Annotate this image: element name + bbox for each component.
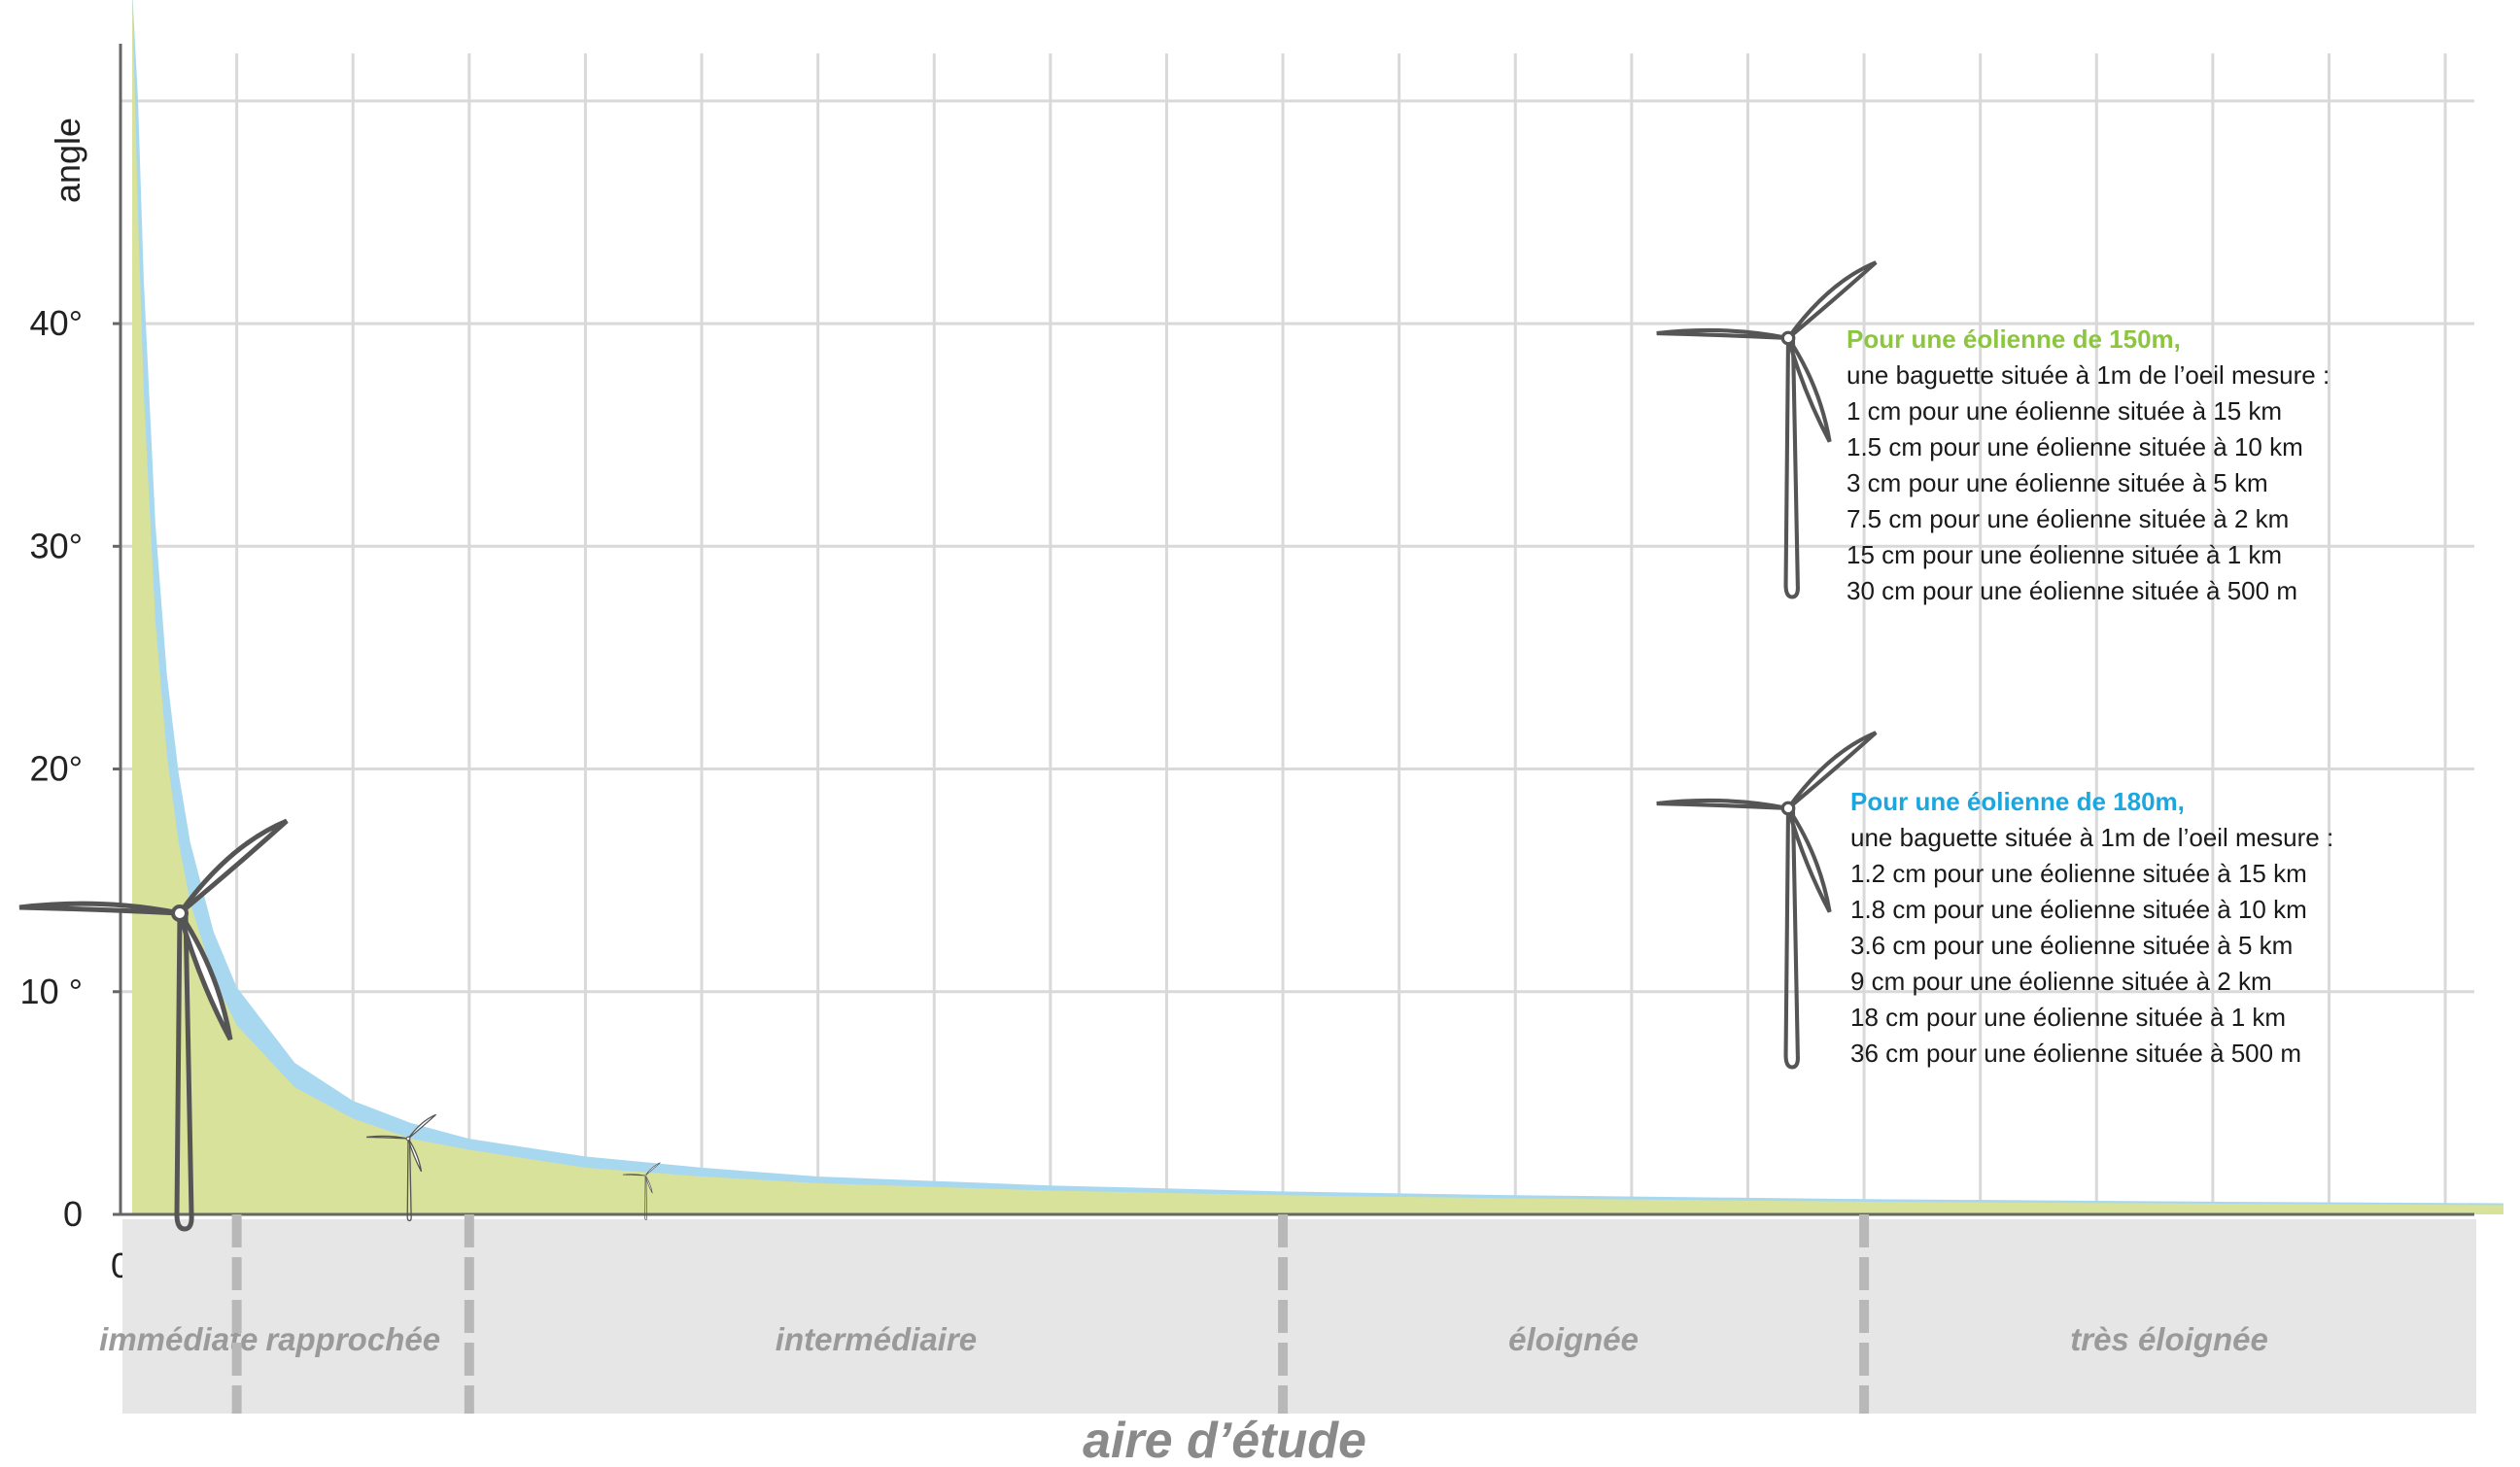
y-tick-label: 20°	[30, 749, 83, 789]
y-tick-label: 30°	[30, 526, 83, 565]
y-tick-label: 0	[63, 1194, 83, 1234]
series-area-150m	[131, 0, 2503, 1214]
areas	[131, 0, 2503, 1214]
annotation-line: 3.6 cm pour une éolienne située à 5 km	[1850, 931, 2293, 960]
annotation-line: une baguette située à 1m de l’oeil mesur…	[1850, 823, 2333, 852]
y-tick-label: 40°	[30, 303, 83, 343]
zones-title: aire d’étude	[1083, 1413, 1366, 1467]
zone-label: intermédiaire	[776, 1321, 977, 1357]
annotation-line: 1.8 cm pour une éolienne située à 10 km	[1850, 895, 2307, 924]
y-tick-labels: 0 10 ° 20° 30° 40°	[20, 303, 83, 1234]
grid	[121, 53, 2474, 1214]
annotation-line: 1 cm pour une éolienne située à 15 km	[1847, 396, 2282, 426]
annotation-line: 30 cm pour une éolienne située à 500 m	[1847, 576, 2297, 605]
zone-label: immédiate	[99, 1321, 258, 1357]
wind-turbine-icon	[1657, 733, 1877, 1067]
study-zones: immédiate rapprochée intermédiaire éloignée…	[99, 1214, 2476, 1414]
annotation-line: 1.2 cm pour une éolienne située à 15 km	[1850, 859, 2307, 888]
zone-label: éloignée	[1508, 1321, 1639, 1357]
annotation-line: 9 cm pour une éolienne située à 2 km	[1850, 967, 2272, 996]
annotation-180m: Pour une éolienne de 180m, une baguette …	[1850, 787, 2333, 1068]
annotation-line: 3 cm pour une éolienne située à 5 km	[1847, 468, 2268, 497]
annotation-title: Pour une éolienne de 150m,	[1847, 324, 2181, 354]
annotation-title: Pour une éolienne de 180m,	[1850, 787, 2185, 816]
annotation-line: 36 cm pour une éolienne située à 500 m	[1850, 1039, 2301, 1068]
zone-label: rapprochée	[265, 1321, 440, 1357]
series-area-180m	[131, 0, 2503, 1214]
annotation-line: 18 cm pour une éolienne située à 1 km	[1850, 1003, 2286, 1032]
y-tick-label: 10 °	[20, 972, 83, 1011]
axes	[113, 44, 2474, 1216]
annotation-line: 15 cm pour une éolienne située à 1 km	[1847, 540, 2282, 569]
zones-band	[122, 1219, 2476, 1414]
zone-label: très éloignée	[2070, 1321, 2268, 1357]
annotation-line: 1.5 cm pour une éolienne située à 10 km	[1847, 432, 2303, 461]
y-axis-label: angle	[48, 118, 87, 203]
annotation-150m: Pour une éolienne de 150m, une baguette …	[1847, 324, 2330, 605]
annotation-line: 7.5 cm pour une éolienne située à 2 km	[1847, 504, 2289, 533]
annotation-line: une baguette située à 1m de l’oeil mesur…	[1847, 360, 2330, 390]
